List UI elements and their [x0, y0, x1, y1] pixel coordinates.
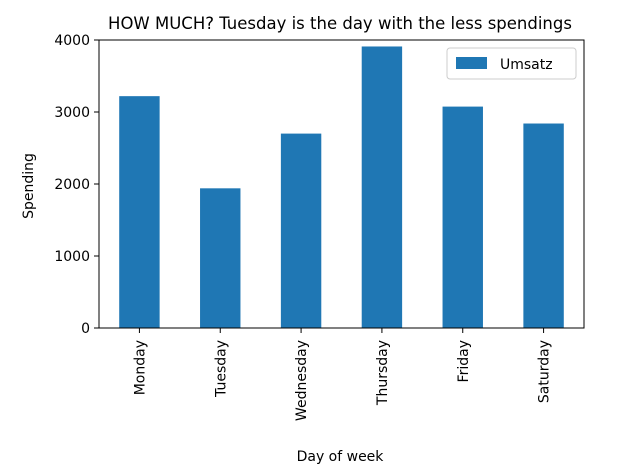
y-axis: 0 1000 2000 3000 4000	[54, 33, 99, 337]
x-tick-label-monday: Monday	[132, 340, 148, 395]
legend-frame	[446, 47, 577, 80]
x-tick-label-tuesday: Tuesday	[213, 340, 229, 398]
legend: Umsatz	[446, 47, 577, 80]
bar-tuesday	[200, 188, 241, 328]
bar-monday	[119, 96, 160, 328]
y-tick-label-1000: 1000	[54, 249, 90, 265]
chart-title: HOW MUCH? Tuesday is the day with the le…	[108, 14, 572, 33]
plot-frame	[98, 39, 585, 329]
bars-group	[119, 46, 564, 329]
bar-thursday	[361, 46, 403, 328]
y-tick-label-2000: 2000	[54, 177, 90, 193]
x-tick-label-thursday: Thursday	[375, 340, 391, 406]
y-tick-label-3000: 3000	[54, 105, 90, 121]
y-tick-label-0: 0	[81, 321, 90, 337]
legend-swatch-umsatz	[456, 57, 487, 69]
x-tick-label-wednesday: Wednesday	[294, 340, 310, 421]
y-axis-label: Spending	[21, 153, 37, 219]
bar-wednesday	[280, 133, 322, 328]
legend-label-umsatz: Umsatz	[500, 57, 553, 73]
x-tick-label-friday: Friday	[456, 340, 472, 382]
x-axis-label: Day of week	[297, 449, 385, 465]
bar-friday	[442, 106, 483, 328]
bar-saturday	[523, 123, 564, 329]
x-axis: Monday Tuesday Wednesday Thursday Friday Satu…	[132, 328, 553, 421]
x-tick-label-saturday: Saturday	[537, 340, 553, 403]
y-tick-label-4000: 4000	[54, 33, 90, 49]
